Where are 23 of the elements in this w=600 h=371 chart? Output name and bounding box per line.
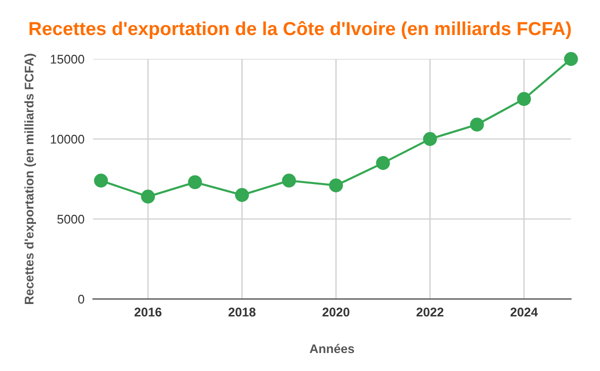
y-tick-label: 0	[78, 294, 84, 304]
point	[517, 92, 531, 106]
point	[235, 188, 249, 202]
x-axis-title: Années	[310, 344, 354, 354]
point	[376, 156, 390, 170]
chart-title: Recettes d'exportation de la Côte d'Ivoire (en milliards FCFA)	[30, 21, 571, 39]
y-tick-label: 5000	[57, 214, 84, 224]
point	[423, 132, 437, 146]
point	[470, 118, 484, 132]
point	[282, 174, 296, 188]
y-axis-title: Recettes d'exportation (en milliards FCFA)	[24, 54, 36, 304]
x-tick-label: 2018	[228, 308, 256, 317]
x-tick-label: 2016	[134, 308, 162, 317]
point	[329, 178, 343, 192]
point	[564, 52, 578, 66]
point	[188, 175, 202, 190]
y-tick-label: 15000	[50, 54, 84, 64]
y-tick-label: 10000	[50, 134, 84, 144]
x-tick-label: 2022	[416, 308, 444, 317]
point	[141, 190, 155, 204]
x-tick-label: 2020	[322, 308, 350, 317]
point	[94, 174, 108, 188]
x-tick-label: 2024	[510, 308, 538, 317]
